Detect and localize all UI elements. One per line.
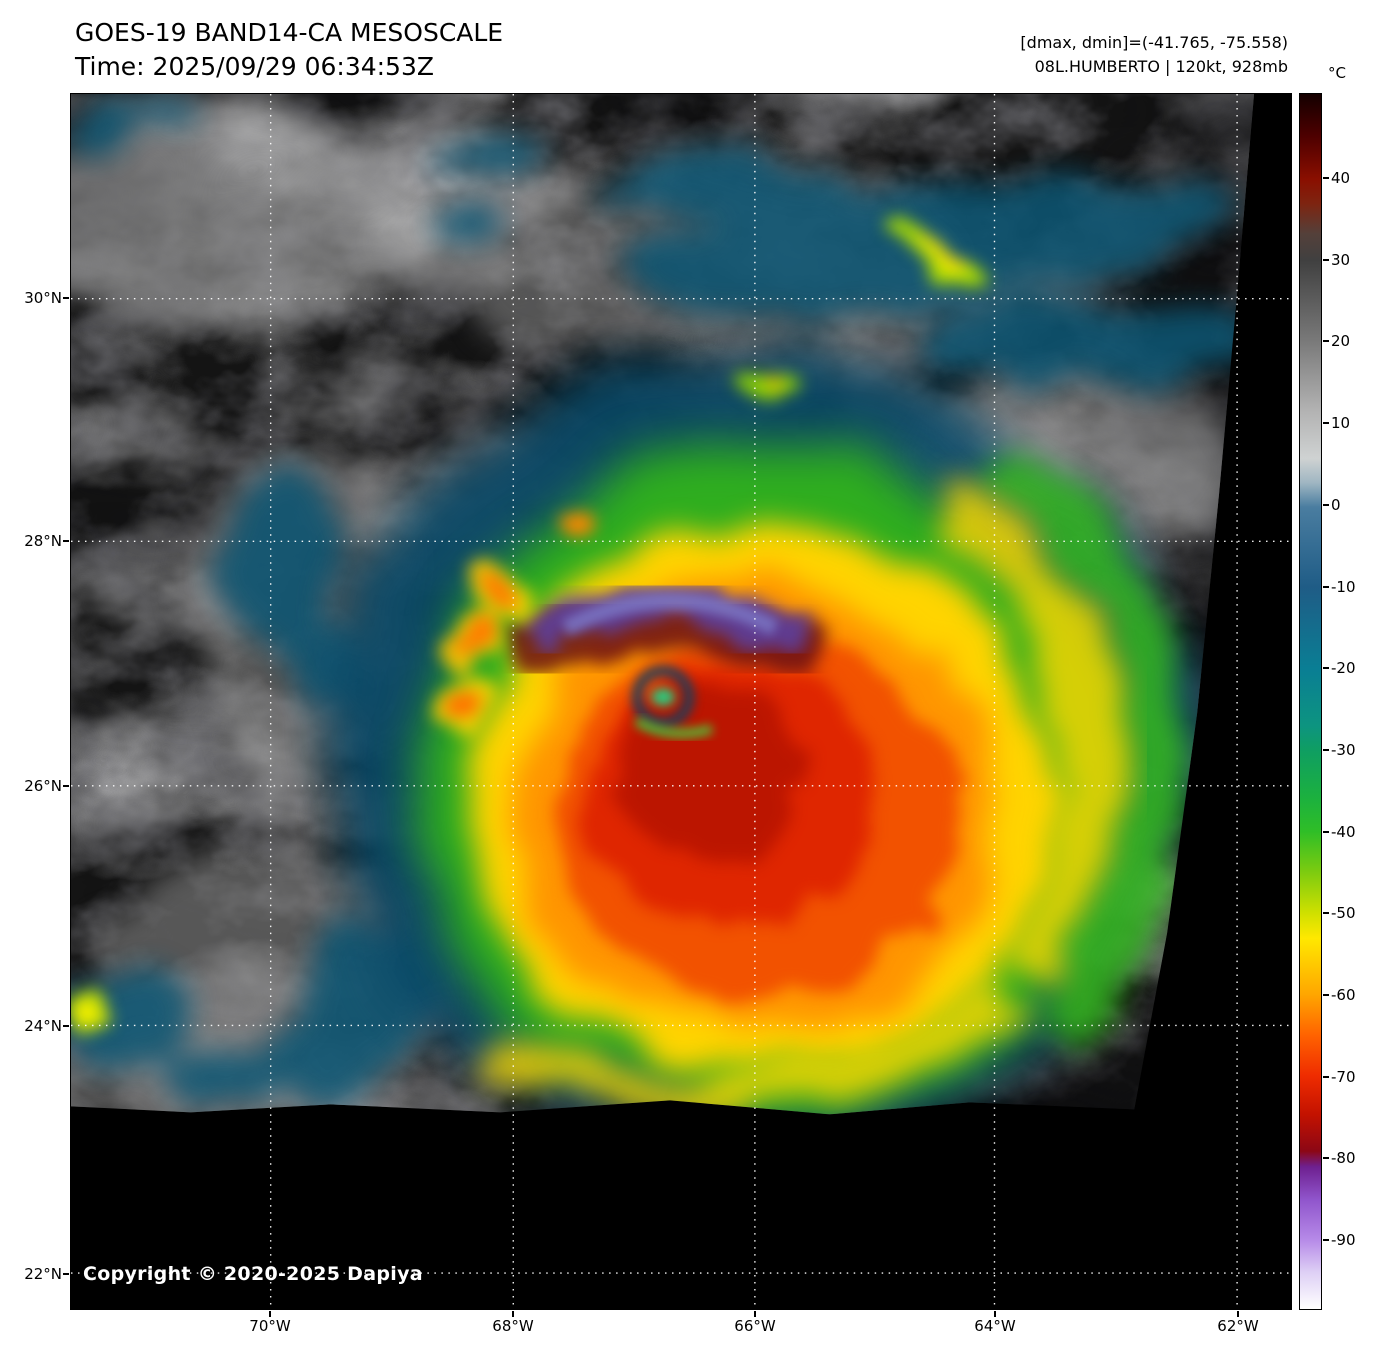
lat-label-24n: 24°N: [24, 1017, 62, 1035]
scan-data-region: [71, 94, 1255, 1115]
colorbar-tick-n60: -60: [1323, 986, 1387, 1004]
lon-tick: [994, 1311, 996, 1317]
colorbar-tick-30: 30: [1323, 251, 1387, 269]
lon-label-68w: 68°W: [492, 1317, 534, 1335]
copyright-watermark: Copyright © 2020-2025 Dapiya: [83, 1263, 423, 1285]
colorbar-tick-n90: -90: [1323, 1231, 1387, 1249]
lat-label-26n: 26°N: [24, 777, 62, 795]
lat-label-30n: 30°N: [24, 289, 62, 307]
grid-lines: [71, 94, 1291, 1309]
colorbar-tick-n40: -40: [1323, 823, 1387, 841]
colorbar-unit-label: °C: [1328, 64, 1346, 82]
hurricane-humberto: [71, 223, 1190, 1115]
colorbar-tick-n70: -70: [1323, 1068, 1387, 1086]
colorbar-tick-0: 0: [1323, 496, 1387, 514]
lat-label-22n: 22°N: [24, 1265, 62, 1283]
satellite-imagery-canvas: [71, 94, 1291, 1309]
colorbar-gradient: [1299, 93, 1322, 1310]
lon-label-62w: 62°W: [1217, 1317, 1259, 1335]
lat-tick: [63, 1025, 69, 1027]
lat-tick: [63, 540, 69, 542]
colorbar-tick-n20: -20: [1323, 659, 1387, 677]
colorbar-tick-10: 10: [1323, 414, 1387, 432]
product-title: GOES-19 BAND14-CA MESOSCALE: [75, 18, 504, 47]
timestamp: Time: 2025/09/29 06:34:53Z: [75, 52, 434, 81]
lon-tick: [269, 1311, 271, 1317]
cold-core-arc: [501, 580, 828, 685]
detached-cold-cells: [71, 223, 983, 1029]
satellite-map: Copyright © 2020-2025 Dapiya: [70, 93, 1292, 1310]
lon-label-64w: 64°W: [974, 1317, 1016, 1335]
colorbar-tick-n50: -50: [1323, 904, 1387, 922]
lat-tick: [63, 1273, 69, 1275]
lat-label-28n: 28°N: [24, 532, 62, 550]
colorbar-tick-n10: -10: [1323, 578, 1387, 596]
hurricane-eye: [631, 665, 714, 738]
lat-tick: [63, 785, 69, 787]
lon-label-70w: 70°W: [249, 1317, 291, 1335]
colorbar-tick-20: 20: [1323, 332, 1387, 350]
lon-tick: [754, 1311, 756, 1317]
colorbar-tick-n30: -30: [1323, 741, 1387, 759]
west-convective-cells: [428, 509, 588, 735]
dmax-dmin-readout: [dmax, dmin]=(-41.765, -75.558): [1020, 33, 1288, 52]
colorbar-tick-40: 40: [1323, 169, 1387, 187]
colorbar-tick-n80: -80: [1323, 1149, 1387, 1167]
storm-info: 08L.HUMBERTO | 120kt, 928mb: [1034, 57, 1288, 76]
lon-tick: [512, 1311, 514, 1317]
lon-label-66w: 66°W: [734, 1317, 776, 1335]
lon-tick: [1237, 1311, 1239, 1317]
lat-tick: [63, 297, 69, 299]
